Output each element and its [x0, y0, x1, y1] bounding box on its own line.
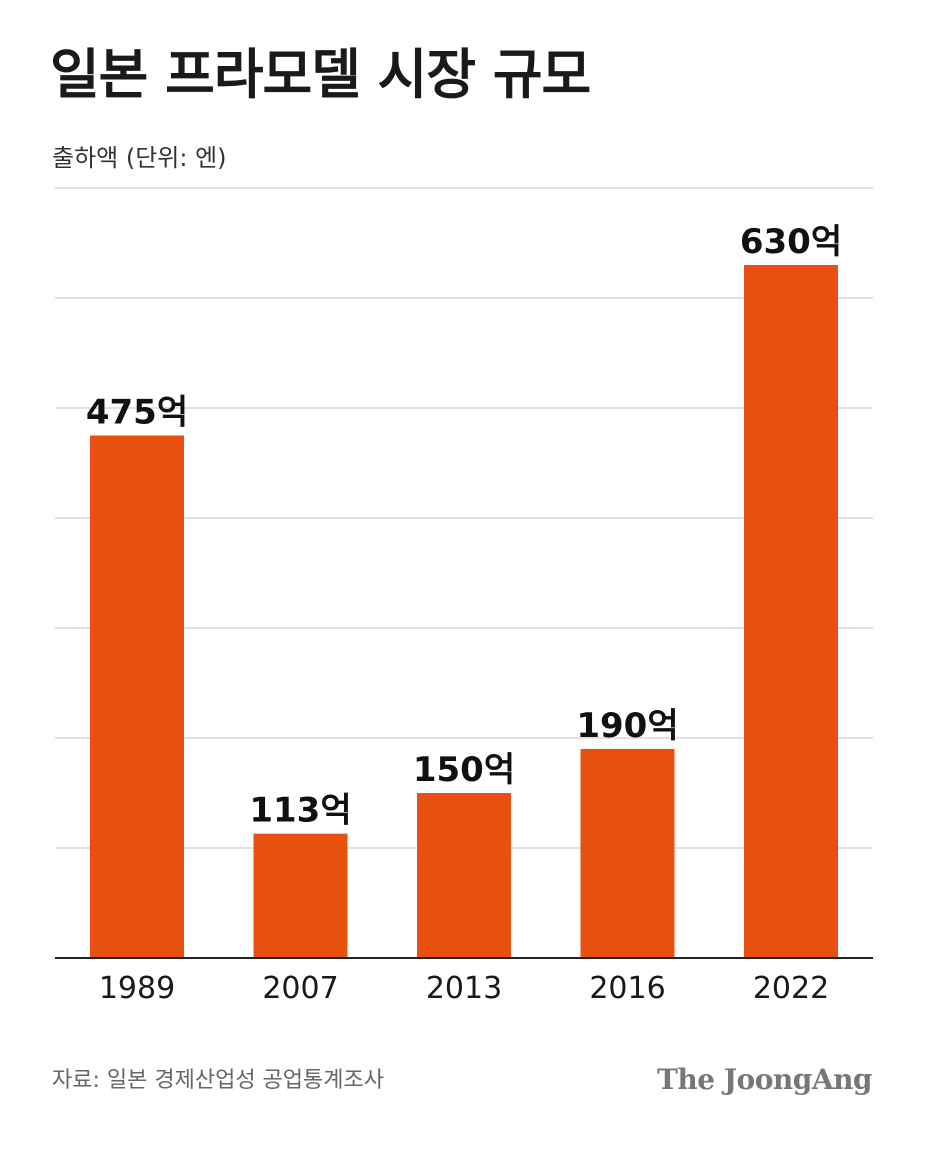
value-label-2016: 190억 [576, 706, 678, 746]
bar-2013 [417, 793, 511, 958]
bar-2022 [744, 265, 838, 958]
value-label-1989: 475억 [86, 393, 188, 433]
value-label-2022: 630억 [740, 222, 842, 262]
chart-title: 일본 프라모델 시장 규모 [50, 43, 591, 106]
bar-1989 [90, 435, 184, 958]
x-tick-2016: 2016 [589, 971, 665, 1006]
x-tick-2022: 2022 [753, 971, 829, 1006]
x-tick-2007: 2007 [262, 971, 338, 1006]
source-note: 자료: 일본 경제산업성 공업통계조사 [52, 1068, 384, 1093]
value-label-2007: 113억 [249, 791, 351, 831]
bar-2016 [580, 749, 675, 958]
bar-chart: 475억 1989 113억 2007 150억 2013 190억 2016 630억 2022 [55, 187, 873, 1006]
x-tick-2013: 2013 [426, 971, 502, 1006]
value-label-2013: 150억 [413, 750, 515, 790]
bar-2007 [253, 833, 348, 958]
x-tick-1989: 1989 [99, 971, 175, 1006]
chart-subtitle: 출하액 (단위: 엔) [52, 144, 227, 172]
publisher-logo: The JoongAng [657, 1063, 872, 1096]
